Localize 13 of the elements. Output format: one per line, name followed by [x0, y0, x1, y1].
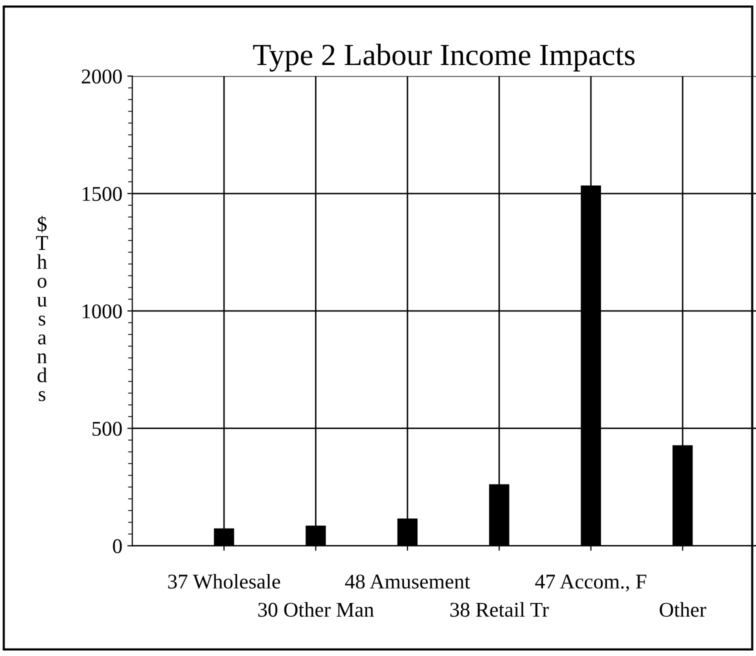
- x-tick-label: 38 Retail Tr: [450, 602, 549, 617]
- x-tick-label: 30 Other Man: [258, 602, 374, 617]
- y-tick-label: 0: [112, 539, 122, 554]
- y-tick-label: 2000: [82, 69, 122, 84]
- y-tick-label: 1500: [82, 186, 122, 201]
- x-tick-label: 48 Amusement: [345, 574, 470, 589]
- x-tick-label: 47 Accom., F: [535, 574, 646, 592]
- x-tick-label: Other: [660, 602, 706, 617]
- text: $ T h o u s a n d s: [36, 216, 48, 402]
- y-tick-label: 500: [92, 422, 122, 436]
- x-tick-label: 37 Wholesale: [168, 574, 280, 589]
- y-tick-label: 1000: [82, 304, 122, 318]
- chart-title: Type 2 Labour Income Impacts: [253, 44, 635, 72]
